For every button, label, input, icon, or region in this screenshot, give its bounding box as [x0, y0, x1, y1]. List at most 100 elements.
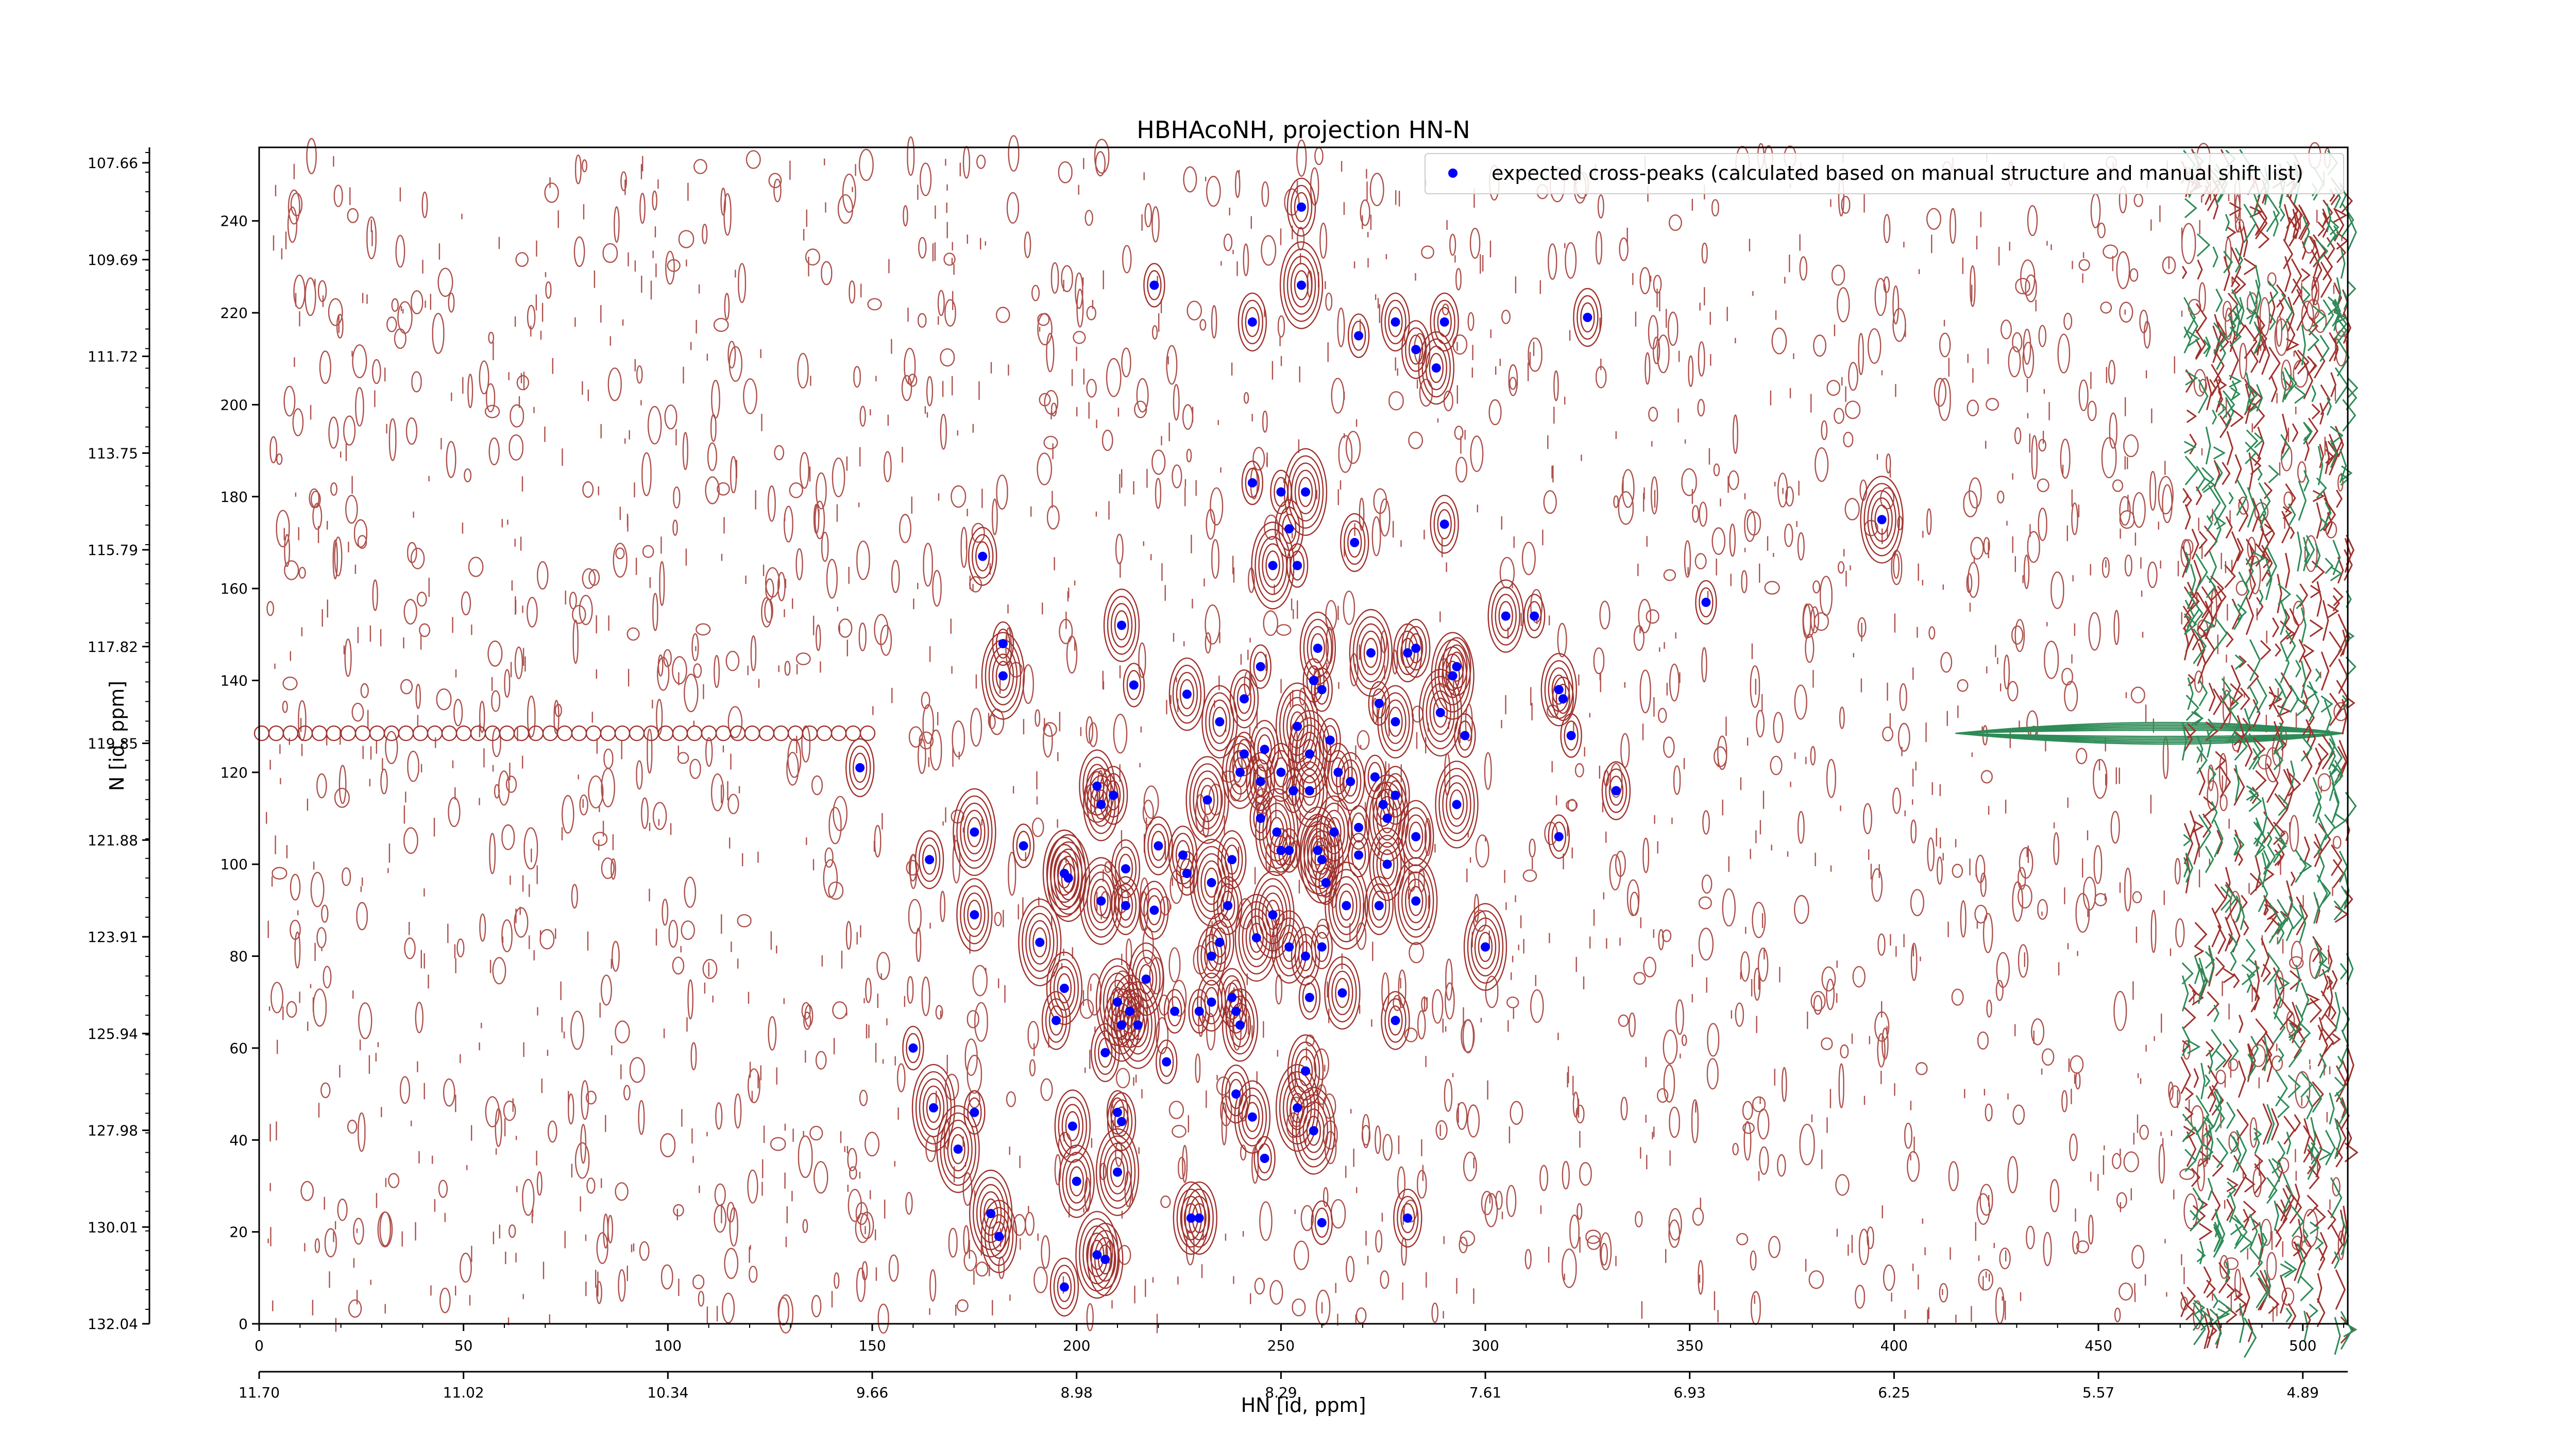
cross-peak-marker: [1317, 685, 1327, 695]
peak-contour-ring: [1224, 845, 1240, 875]
peak-contour-ring: [1306, 1116, 1321, 1146]
cross-peak-marker: [1117, 1020, 1126, 1030]
y-ppm-tick-label: 130.01: [88, 1219, 138, 1236]
peak-contour-ring: [1311, 667, 1333, 712]
cross-peak-marker: [1100, 1255, 1110, 1265]
cross-peak-marker: [998, 671, 1008, 681]
cross-peak-marker: [1403, 648, 1413, 658]
peak-contour-ring: [1185, 756, 1229, 844]
peak-contour-ring: [1018, 898, 1062, 987]
peak-contour-ring: [1376, 796, 1398, 841]
cross-peak-marker: [1113, 997, 1122, 1007]
peak-contour-ring: [1245, 307, 1260, 338]
cross-peak-marker: [1276, 487, 1286, 497]
peak-contour-ring: [936, 1105, 980, 1193]
peak-contour-ring: [1270, 910, 1308, 984]
peak-contour-ring: [1057, 858, 1072, 889]
cross-peak-marker: [1382, 860, 1392, 869]
peak-contour-ring: [1147, 823, 1170, 868]
peak-contour-ring: [1234, 894, 1279, 982]
y-tick-label: 100: [221, 856, 248, 873]
peak-contour-ring: [1302, 1108, 1325, 1153]
peak-contour-ring: [1197, 853, 1226, 913]
peak-contour-ring: [1054, 1089, 1091, 1163]
peak-contour-ring: [1111, 839, 1141, 899]
peak-contour-ring: [1116, 981, 1160, 1069]
peak-contour-ring: [1335, 978, 1350, 1008]
peak-contour-ring: [1058, 1144, 1095, 1218]
peak-contour-ring: [1115, 982, 1145, 1041]
peak-contour-ring: [1114, 1010, 1129, 1040]
peak-contour-ring: [1397, 864, 1434, 938]
peak-contour-ring: [967, 817, 982, 848]
peak-contour-ring: [1431, 632, 1475, 720]
cross-peak-marker: [1194, 1213, 1204, 1223]
peak-contour-ring: [1167, 996, 1182, 1026]
peak-contour-ring: [1356, 623, 1386, 683]
peak-contour-ring: [1380, 849, 1395, 880]
noise-contour-path: [266, 135, 2349, 1334]
ridge-contours: [253, 721, 2344, 745]
peak-contour-ring: [1314, 845, 1329, 875]
peak-contour-ring: [1298, 731, 1321, 777]
x-ppm-tick-label: 5.57: [2082, 1384, 2114, 1401]
cross-peak-marker: [1149, 905, 1159, 915]
cross-peak-marker: [1554, 685, 1564, 695]
cross-peak-marker: [1293, 561, 1302, 570]
cross-peak-marker: [1227, 992, 1237, 1002]
peak-contour-ring: [1221, 837, 1243, 882]
peak-contour-ring: [1151, 831, 1166, 861]
legend: expected cross-peaks (calculated based o…: [1425, 153, 2344, 194]
peak-contour-ring: [1241, 299, 1264, 345]
cross-peak-marker: [1342, 901, 1351, 911]
peak-contour-ring: [1325, 862, 1368, 950]
peak-contour-ring: [1229, 750, 1251, 795]
peak-contour-ring: [1222, 988, 1259, 1062]
x-ppm-tick-label: 6.93: [1674, 1384, 1706, 1401]
peak-contour-ring: [1377, 685, 1414, 759]
peak-contour-ring: [1221, 975, 1243, 1020]
peak-contour-ring: [1384, 998, 1406, 1043]
peak-contour-ring: [1083, 864, 1120, 938]
cross-peak-marker: [1611, 786, 1621, 796]
peak-contour-ring: [956, 795, 993, 869]
cross-peak-marker: [1096, 896, 1106, 906]
peak-contour-ring: [902, 1025, 924, 1071]
cross-peak-marker: [1391, 317, 1400, 327]
y-tick-label: 140: [221, 672, 248, 689]
cross-peak-marker: [1370, 772, 1380, 782]
peak-contour-ring: [1446, 644, 1468, 689]
y-tick-label: 220: [221, 305, 248, 322]
peak-contour-ring: [1401, 618, 1431, 678]
peak-contour-ring: [1294, 469, 1317, 514]
x-tick-label: 400: [1880, 1337, 1908, 1354]
peak-contour-ring: [1189, 763, 1226, 837]
y-tick-label: 120: [221, 764, 248, 781]
peak-contour-ring: [1258, 885, 1287, 945]
peak-contour-ring: [1306, 665, 1321, 696]
cross-peak-marker: [1391, 1016, 1400, 1025]
cross-peak-markers: [855, 202, 1887, 1292]
cross-peak-marker: [1309, 1126, 1318, 1136]
peak-contour-ring: [1274, 917, 1304, 976]
cross-peak-marker: [1346, 777, 1355, 786]
peak-contour-ring: [1287, 710, 1332, 798]
peak-contour-ring: [1229, 669, 1259, 729]
cross-peak-marker: [1235, 767, 1245, 777]
cross-peak-marker: [1431, 363, 1441, 373]
peak-contour-ring: [1388, 307, 1403, 338]
peak-contour-ring: [1233, 676, 1256, 721]
peak-contour-ring: [1371, 688, 1387, 719]
peak-contour-ring: [1057, 1272, 1072, 1302]
peak-contour-ring: [1225, 996, 1255, 1055]
peak-contour-ring: [919, 1078, 948, 1138]
peak-contour-ring: [1376, 841, 1398, 887]
peak-contour-ring: [1343, 520, 1366, 565]
peak-contour-ring: [1314, 932, 1329, 962]
cross-peak-marker: [1284, 846, 1294, 855]
peak-contour-ring: [1057, 973, 1072, 1004]
peak-contour-ring: [1086, 764, 1108, 808]
peak-contour-ring: [1190, 838, 1233, 927]
peak-contour-ring: [1323, 725, 1337, 755]
peak-contour-ring: [1310, 835, 1326, 866]
